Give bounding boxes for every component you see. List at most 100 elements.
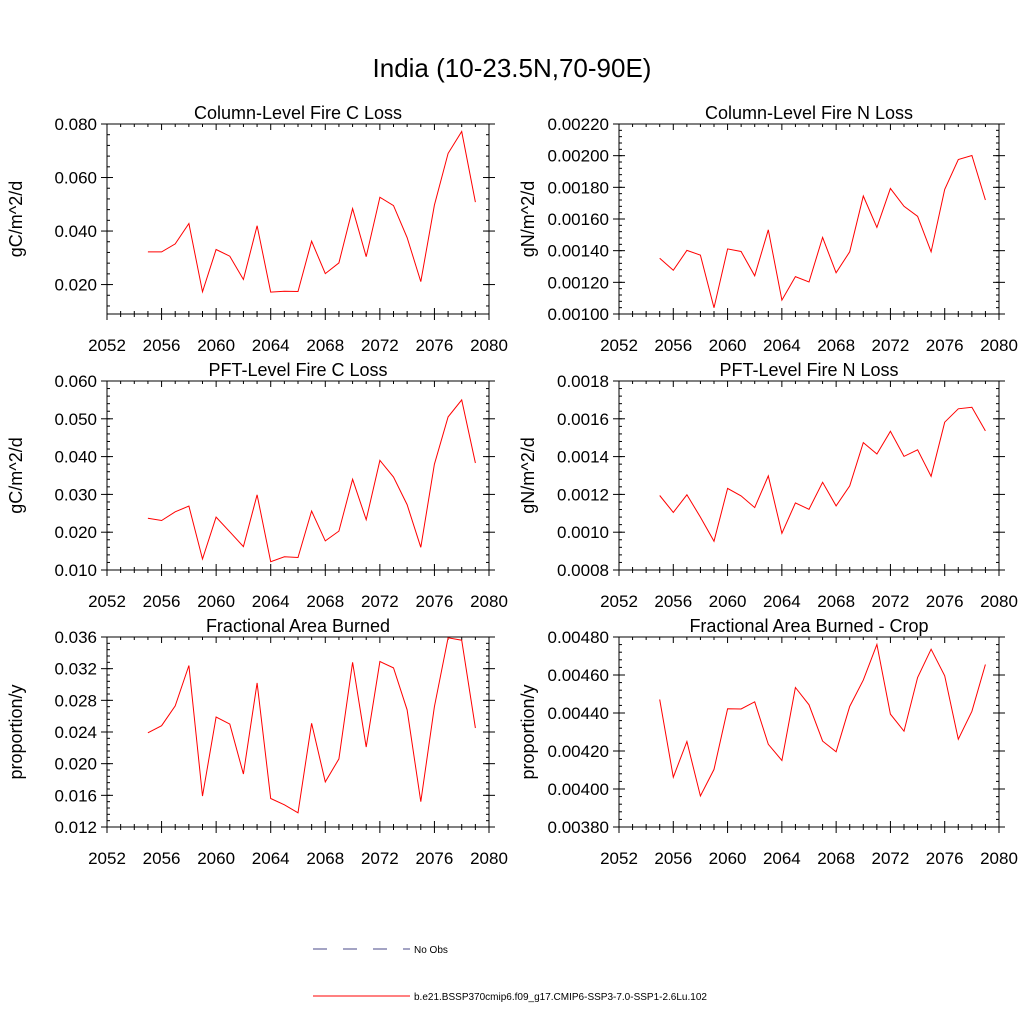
x-tick-label: 2056: [654, 849, 692, 868]
x-tick-label: 2052: [88, 849, 126, 868]
x-tick-label: 2080: [470, 592, 508, 611]
x-tick-label: 2072: [872, 592, 910, 611]
x-tick-label: 2072: [872, 336, 910, 355]
x-tick-label: 2072: [361, 592, 399, 611]
panel-title: Fractional Area Burned: [206, 616, 390, 636]
y-tick-label: 0.020: [54, 755, 97, 774]
y-tick-label: 0.050: [54, 410, 97, 429]
x-tick-label: 2080: [470, 849, 508, 868]
x-tick-label: 2052: [600, 336, 638, 355]
x-tick-label: 2052: [600, 849, 638, 868]
panel-title: Column-Level Fire C Loss: [194, 103, 402, 123]
x-tick-label: 2052: [88, 592, 126, 611]
y-tick-label: 0.0014: [557, 448, 609, 467]
y-tick-label: 0.00220: [548, 115, 609, 134]
y-tick-label: 0.032: [54, 660, 97, 679]
panel-5: Fractional Area Burned proportion/y 2052 20…: [6, 616, 508, 868]
x-tick-label: 2052: [88, 336, 126, 355]
x-tick-label: 2076: [926, 592, 964, 611]
y-axis-label: gN/m^2/d: [518, 181, 538, 257]
panel-1: Column-Level Fire C Loss gC/m^2/d 2052 2056…: [6, 103, 508, 355]
y-tick-label: 0.00400: [548, 780, 609, 799]
y-axis-label: gN/m^2/d: [518, 437, 538, 513]
panels: Column-Level Fire C Loss gC/m^2/d 2052 2056…: [6, 103, 1018, 868]
y-tick-label: 0.060: [54, 169, 97, 188]
y-tick-label: 0.00100: [548, 305, 609, 324]
y-tick-label: 0.016: [54, 786, 97, 805]
y-tick-label: 0.00380: [548, 818, 609, 837]
x-tick-label: 2068: [817, 592, 855, 611]
y-tick-label: 0.040: [54, 222, 97, 241]
y-axis-label: gC/m^2/d: [6, 437, 26, 513]
y-tick-label: 0.00460: [548, 666, 609, 685]
x-tick-label: 2060: [709, 592, 747, 611]
x-tick-label: 2060: [197, 592, 235, 611]
y-tick-label: 0.080: [54, 115, 97, 134]
legend-label-1: No Obs: [414, 945, 448, 956]
series-line: [659, 154, 986, 308]
y-tick-label: 0.00440: [548, 704, 609, 723]
series-line: [659, 642, 986, 798]
series-line: [147, 398, 476, 563]
x-tick-label: 2064: [763, 336, 801, 355]
x-tick-label: 2080: [980, 849, 1018, 868]
x-tick-label: 2060: [197, 336, 235, 355]
y-tick-label: 0.020: [54, 276, 97, 295]
y-tick-label: 0.024: [54, 723, 97, 742]
y-tick-label: 0.010: [54, 561, 97, 580]
series-line: [147, 130, 476, 294]
y-tick-label: 0.040: [54, 448, 97, 467]
x-tick-label: 2068: [306, 336, 344, 355]
x-tick-label: 2064: [763, 849, 801, 868]
x-tick-label: 2060: [709, 336, 747, 355]
y-tick-label: 0.012: [54, 818, 97, 837]
x-tick-label: 2052: [600, 592, 638, 611]
x-tick-label: 2064: [252, 336, 290, 355]
x-tick-label: 2064: [252, 849, 290, 868]
panel-title: PFT-Level Fire C Loss: [208, 360, 387, 380]
panel-title: Fractional Area Burned - Crop: [689, 616, 928, 636]
y-tick-label: 0.00140: [548, 242, 609, 261]
y-tick-label: 0.0018: [557, 372, 609, 391]
main-title: India (10-23.5N,70-90E): [373, 53, 652, 83]
x-tick-label: 2068: [817, 336, 855, 355]
y-tick-label: 0.030: [54, 485, 97, 504]
x-tick-label: 2056: [143, 592, 181, 611]
x-tick-label: 2060: [709, 849, 747, 868]
y-tick-label: 0.0008: [557, 561, 609, 580]
series-line: [659, 406, 986, 543]
y-tick-label: 0.00180: [548, 178, 609, 197]
x-tick-label: 2060: [197, 849, 235, 868]
y-tick-label: 0.0012: [557, 485, 609, 504]
y-tick-label: 0.0010: [557, 523, 609, 542]
x-tick-label: 2080: [470, 336, 508, 355]
y-tick-label: 0.0016: [557, 410, 609, 429]
x-tick-label: 2072: [361, 336, 399, 355]
x-tick-label: 2068: [306, 849, 344, 868]
x-tick-label: 2056: [143, 336, 181, 355]
y-axis-label: gC/m^2/d: [6, 181, 26, 257]
y-tick-label: 0.00120: [548, 273, 609, 292]
y-tick-label: 0.060: [54, 372, 97, 391]
y-tick-label: 0.00200: [548, 147, 609, 166]
x-tick-label: 2076: [416, 849, 454, 868]
panel-title: Column-Level Fire N Loss: [705, 103, 913, 123]
y-tick-label: 0.00480: [548, 628, 609, 647]
panel-4: PFT-Level Fire N Loss gN/m^2/d 2052 2056 206…: [518, 360, 1018, 611]
y-axis-label: proportion/y: [518, 684, 538, 779]
x-tick-label: 2064: [763, 592, 801, 611]
x-tick-label: 2068: [306, 592, 344, 611]
x-tick-label: 2056: [654, 592, 692, 611]
panel-2: Column-Level Fire N Loss gN/m^2/d 2052 2056…: [518, 103, 1018, 355]
x-tick-label: 2072: [361, 849, 399, 868]
x-tick-label: 2068: [817, 849, 855, 868]
x-tick-label: 2080: [980, 592, 1018, 611]
x-tick-label: 2056: [654, 336, 692, 355]
panel-6: Fractional Area Burned - Crop proportion/…: [518, 616, 1018, 868]
x-tick-label: 2064: [252, 592, 290, 611]
panel-3: PFT-Level Fire C Loss gC/m^2/d 2052 2056 206…: [6, 360, 508, 611]
x-tick-label: 2076: [416, 592, 454, 611]
y-tick-label: 0.036: [54, 628, 97, 647]
